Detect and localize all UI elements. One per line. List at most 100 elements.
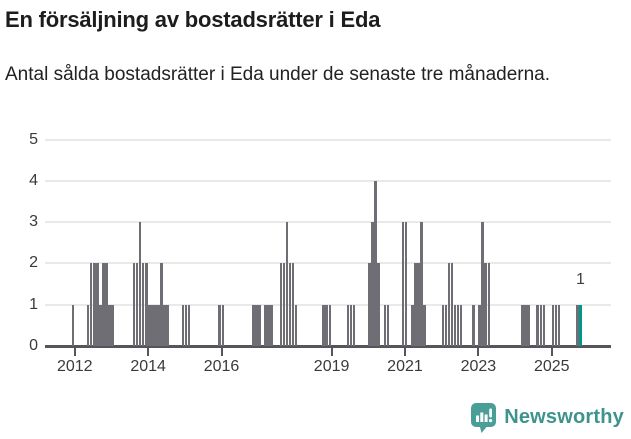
y-axis-label: 4 bbox=[29, 171, 38, 189]
x-axis-tick bbox=[403, 348, 406, 356]
gridline bbox=[45, 179, 611, 182]
x-axis-tick bbox=[73, 348, 76, 356]
x-axis-tick bbox=[147, 348, 150, 356]
bar bbox=[221, 304, 224, 346]
bar bbox=[527, 304, 530, 346]
bar bbox=[557, 304, 561, 346]
bar bbox=[328, 304, 331, 346]
bar bbox=[157, 304, 160, 346]
bar bbox=[218, 304, 221, 346]
bar bbox=[420, 222, 423, 346]
bar bbox=[325, 304, 328, 346]
bar bbox=[258, 304, 261, 346]
y-axis-label: 2 bbox=[29, 254, 38, 272]
bar bbox=[460, 304, 463, 346]
bar bbox=[371, 222, 374, 346]
bar bbox=[142, 263, 145, 346]
bar bbox=[401, 222, 405, 346]
bar bbox=[447, 263, 451, 346]
bar bbox=[542, 304, 545, 346]
x-axis-label: 2014 bbox=[130, 358, 166, 375]
newsworthy-logo[interactable]: Newsworthy bbox=[470, 402, 624, 433]
bar bbox=[404, 222, 408, 346]
gridline bbox=[45, 303, 611, 306]
bar bbox=[160, 263, 163, 346]
bar bbox=[456, 304, 460, 346]
bar bbox=[349, 304, 353, 346]
x-axis-line bbox=[45, 345, 611, 348]
chart-subtitle: Antal sålda bostadsrätter i Eda under de… bbox=[5, 64, 551, 85]
bar bbox=[105, 263, 108, 346]
y-axis-label: 0 bbox=[29, 337, 38, 354]
bar bbox=[282, 263, 286, 346]
bar bbox=[163, 304, 166, 346]
bar bbox=[417, 263, 420, 346]
bar bbox=[487, 263, 490, 346]
bar bbox=[148, 304, 151, 346]
bar bbox=[187, 304, 191, 346]
x-axis-label: 2012 bbox=[56, 358, 93, 375]
bar bbox=[184, 304, 188, 346]
bar bbox=[181, 304, 185, 346]
bar bbox=[444, 304, 448, 346]
bar bbox=[270, 304, 273, 346]
bar bbox=[151, 304, 154, 346]
x-axis-label: 2016 bbox=[203, 358, 240, 375]
bar bbox=[386, 304, 390, 346]
x-axis-label: 2023 bbox=[460, 358, 497, 375]
gridline bbox=[45, 262, 611, 265]
gridline bbox=[45, 221, 611, 224]
bar bbox=[294, 304, 298, 346]
bar bbox=[267, 304, 270, 346]
bar bbox=[346, 304, 350, 346]
newsworthy-logo-icon bbox=[470, 402, 497, 433]
bar bbox=[539, 304, 542, 346]
bar bbox=[71, 304, 75, 346]
x-axis-tick bbox=[550, 348, 553, 356]
bar bbox=[536, 304, 539, 346]
bar bbox=[524, 304, 527, 346]
bar bbox=[138, 222, 142, 346]
bar bbox=[551, 304, 555, 346]
bar bbox=[368, 263, 371, 346]
bar bbox=[521, 304, 524, 346]
bar bbox=[285, 222, 289, 346]
bar bbox=[383, 304, 386, 346]
gridline bbox=[45, 138, 611, 141]
bar bbox=[481, 222, 484, 346]
x-axis-label: 2019 bbox=[313, 358, 350, 375]
bar bbox=[374, 180, 377, 346]
bar bbox=[441, 304, 445, 346]
x-axis-label: 2021 bbox=[387, 358, 423, 375]
y-axis-label: 1 bbox=[29, 295, 38, 313]
bar bbox=[252, 304, 255, 346]
bar bbox=[377, 263, 380, 346]
bar bbox=[102, 263, 105, 346]
highlight-value-label: 1 bbox=[576, 270, 585, 288]
bar bbox=[135, 263, 139, 346]
x-axis-label: 2025 bbox=[533, 358, 570, 375]
bar bbox=[472, 304, 475, 346]
bar bbox=[453, 304, 457, 346]
bar bbox=[86, 304, 90, 346]
bar bbox=[145, 263, 148, 346]
newsworthy-wordmark: Newsworthy bbox=[504, 406, 624, 428]
chart-title: En försäljning av bostadsrätter i Eda bbox=[5, 7, 381, 32]
bar bbox=[154, 304, 157, 346]
x-axis-tick bbox=[220, 348, 223, 356]
bar bbox=[554, 304, 558, 346]
x-axis-tick bbox=[330, 348, 333, 356]
bar bbox=[291, 263, 295, 346]
bar bbox=[288, 263, 292, 346]
bar bbox=[353, 304, 356, 346]
bar bbox=[322, 304, 325, 346]
bar bbox=[96, 263, 99, 346]
bar bbox=[255, 304, 258, 346]
bar bbox=[90, 263, 93, 346]
bar bbox=[450, 263, 454, 346]
bar bbox=[132, 263, 136, 346]
bar bbox=[414, 263, 417, 346]
bar bbox=[576, 304, 579, 346]
y-axis-label: 3 bbox=[29, 213, 38, 231]
